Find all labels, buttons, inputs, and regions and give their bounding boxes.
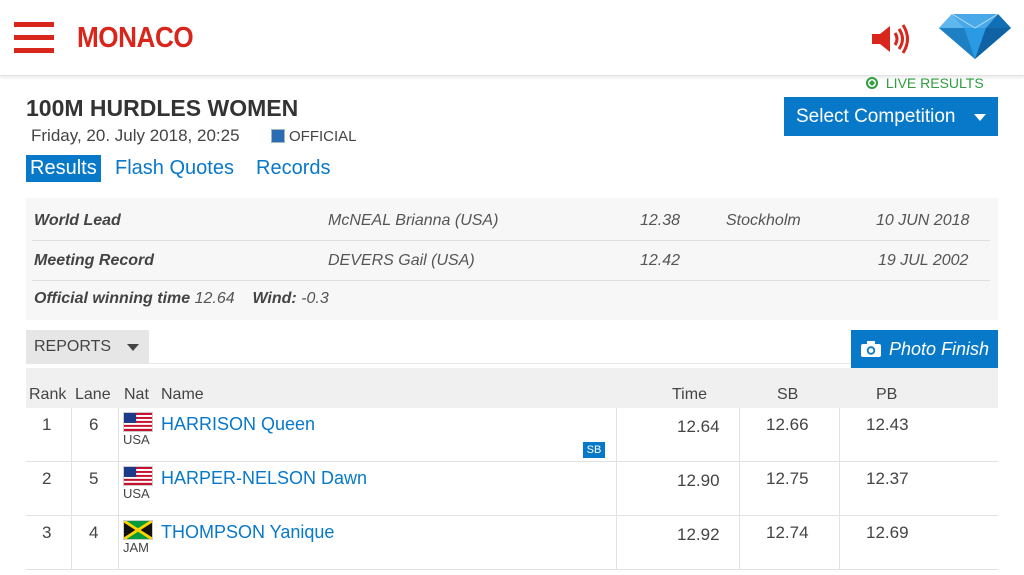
time-cell: 12.92 [677,525,720,544]
record-mark: 12.38 [640,212,681,229]
record-row-meeting-record: Meeting Record DEVERS Gail (USA) 12.42 1… [32,241,990,281]
tab-flash-quotes[interactable]: Flash Quotes [115,157,234,179]
time-cell: 12.90 [677,471,720,490]
athlete-name-link[interactable]: THOMPSON Yanique [161,522,335,542]
pb-cell: 12.69 [866,523,909,542]
table-row[interactable]: 2 5 USA HARPER-NELSON Dawn 12.90 12.75 1… [26,462,998,516]
diamond-league-logo-icon[interactable] [938,12,1012,60]
brand-title[interactable]: MONACO [77,22,194,54]
results-table-header: Rank Lane Nat Name Time SB PB [26,368,998,408]
divider [118,408,119,462]
divider [71,408,72,462]
col-lane: Lane [75,386,111,403]
official-status: OFFICIAL [271,128,357,145]
records-panel: World Lead McNEAL Brianna (USA) 12.38 St… [26,198,998,320]
divider [839,408,840,462]
record-athlete: McNEAL Brianna (USA) [328,212,499,229]
official-status-label: OFFICIAL [289,128,357,145]
winning-time-value: 12.64 [194,290,235,307]
lane-cell: 5 [89,469,99,488]
reports-dropdown[interactable]: REPORTS [26,330,149,364]
time-cell: 12.64 [677,417,720,436]
col-pb: PB [876,386,898,403]
col-name: Name [161,386,204,403]
tab-results[interactable]: Results [26,155,101,182]
divider [616,516,617,570]
photo-finish-button[interactable]: Photo Finish [851,330,998,368]
athlete-name-link[interactable]: HARPER-NELSON Dawn [161,468,368,488]
divider [839,516,840,570]
official-winning-time: Official winning time 12.64 Wind: -0.3 [34,290,329,308]
record-date: 19 JUL 2002 [878,252,969,269]
divider [739,516,740,570]
col-time: Time [672,386,707,403]
record-mark: 12.42 [640,252,681,269]
athlete-name-link[interactable]: HARRISON Queen [161,414,316,434]
table-row[interactable]: 1 6 USA HARRISON Queen SB 12.64 12.66 12… [26,408,998,462]
event-title: 100M HURDLES WOMEN [26,95,299,121]
nat-code: USA [123,432,150,447]
usa-flag-icon [123,466,153,486]
caret-down-icon [974,114,986,121]
divider [616,462,617,516]
reports-bar: REPORTS Photo Finish [26,330,998,368]
table-row[interactable]: 3 4 JAM THOMPSON Yanique 12.92 12.74 12.… [26,516,998,570]
record-label: Meeting Record [34,252,155,269]
record-date: 10 JUN 2018 [876,212,970,229]
caret-down-icon [127,344,139,351]
sb-cell: 12.66 [766,415,809,434]
photo-finish-label: Photo Finish [889,339,990,359]
record-athlete: DEVERS Gail (USA) [328,252,475,269]
sb-cell: 12.74 [766,523,809,542]
hamburger-menu-icon[interactable] [14,22,54,56]
reports-label: REPORTS [34,338,112,355]
col-sb: SB [777,386,799,403]
event-datetime: Friday, 20. July 2018, 20:25 [31,126,240,145]
divider [118,462,119,516]
jamaica-flag-icon [123,520,153,540]
record-row-world-lead: World Lead McNEAL Brianna (USA) 12.38 St… [32,201,990,241]
sb-cell: 12.75 [766,469,809,488]
divider [839,462,840,516]
winning-time-label: Official winning time [34,290,191,307]
divider [616,408,617,462]
top-bar: MONACO [0,0,1024,76]
rank-cell: 2 [42,469,52,488]
usa-flag-icon [123,412,153,432]
rank-cell: 1 [42,415,52,434]
divider [739,408,740,462]
divider [71,516,72,570]
divider [71,462,72,516]
select-competition-label: Select Competition [796,106,956,127]
pb-cell: 12.37 [866,469,909,488]
record-venue: Stockholm [726,212,801,229]
wind-value: -0.3 [301,290,329,307]
official-status-icon [271,129,285,143]
record-label: World Lead [34,212,121,229]
divider [739,462,740,516]
camera-icon [861,341,881,357]
nat-code: USA [123,486,150,501]
live-results-link[interactable]: LIVE RESULTS [862,75,984,91]
nat-code: JAM [123,540,149,555]
tab-records[interactable]: Records [256,157,331,179]
divider [118,516,119,570]
speaker-icon[interactable] [870,22,912,56]
rank-cell: 3 [42,523,52,542]
divider [26,363,998,364]
season-best-badge: SB [583,442,605,458]
lane-cell: 4 [89,523,99,542]
pb-cell: 12.43 [866,415,909,434]
select-competition-button[interactable]: Select Competition [784,97,998,136]
lane-cell: 6 [89,415,99,434]
wind-label: Wind: [252,290,297,307]
live-results-label: LIVE RESULTS [885,75,984,91]
live-broadcast-icon [866,77,878,89]
col-rank: Rank [29,386,67,403]
col-nat: Nat [124,386,149,403]
